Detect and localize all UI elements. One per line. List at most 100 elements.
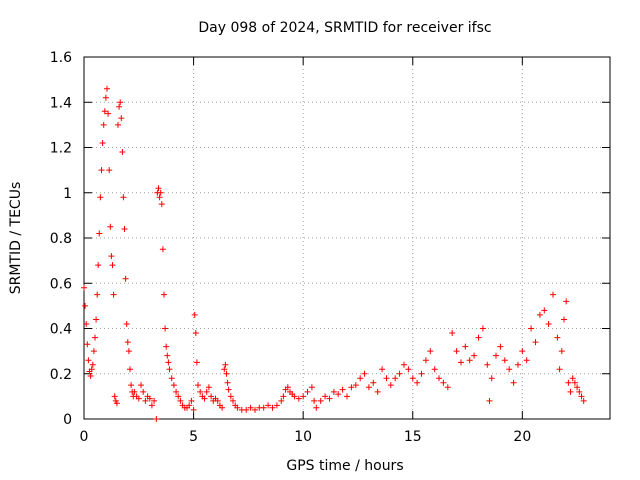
data-point (352, 382, 359, 389)
data-point (105, 110, 112, 117)
data-point (223, 370, 230, 377)
data-point (523, 357, 530, 364)
y-tick-label: 0 (63, 412, 72, 428)
data-point (122, 275, 129, 282)
data-point (556, 366, 563, 373)
data-point (125, 348, 132, 355)
data-point (317, 397, 324, 404)
data-point (102, 94, 109, 101)
data-point (265, 402, 272, 409)
data-point (140, 388, 147, 395)
data-point (554, 334, 561, 341)
data-point (479, 325, 486, 332)
data-point (475, 334, 482, 341)
data-point (166, 366, 173, 373)
data-point (113, 400, 120, 407)
data-point (191, 311, 198, 318)
y-tick-label: 1 (63, 186, 72, 202)
data-point (273, 402, 280, 409)
data-point (313, 404, 320, 411)
data-point (567, 388, 574, 395)
data-point (576, 388, 583, 395)
data-point (101, 108, 108, 115)
data-point (107, 223, 114, 230)
data-point (138, 382, 144, 389)
data-point (311, 397, 318, 404)
data-point (528, 325, 535, 332)
data-point (348, 384, 355, 391)
data-point (243, 406, 250, 413)
data-point (300, 393, 307, 400)
data-point (205, 384, 212, 391)
data-point (153, 416, 160, 422)
grid-lines (84, 57, 610, 419)
data-point (440, 379, 447, 386)
y-tick-label: 0.2 (50, 367, 72, 383)
data-point (392, 375, 399, 382)
data-point (227, 393, 234, 400)
data-point (96, 230, 103, 237)
data-point (186, 402, 193, 409)
data-point (121, 226, 128, 232)
data-point (284, 384, 291, 391)
data-point (148, 402, 155, 409)
data-point (234, 404, 241, 411)
data-point (260, 404, 267, 411)
data-point (164, 352, 171, 359)
data-point (536, 311, 543, 318)
data-point (98, 167, 105, 174)
data-point (162, 325, 169, 332)
data-point (462, 343, 469, 350)
x-tick-label: 20 (513, 429, 531, 445)
data-point (414, 379, 421, 386)
x-tick-label: 5 (189, 429, 198, 445)
y-tick-label: 1.4 (50, 95, 72, 111)
data-point (197, 388, 204, 395)
data-point (165, 359, 172, 366)
data-point (370, 379, 377, 386)
data-point (188, 397, 195, 404)
data-point (561, 316, 567, 323)
data-point (252, 406, 258, 413)
data-point (510, 379, 517, 386)
data-point (175, 393, 182, 400)
data-point (159, 246, 166, 253)
data-point (222, 361, 229, 368)
data-point (374, 388, 381, 395)
data-point (409, 375, 416, 382)
data-point (269, 404, 276, 411)
data-point (81, 284, 87, 291)
data-point (106, 167, 113, 174)
data-point (466, 357, 473, 364)
data-point (335, 391, 342, 398)
data-point (497, 343, 504, 350)
data-point (278, 397, 285, 404)
data-point (225, 386, 232, 393)
data-point (247, 404, 254, 411)
data-point (506, 366, 513, 373)
data-point (458, 359, 464, 366)
data-point (422, 357, 429, 364)
data-point (339, 386, 346, 393)
data-point (87, 373, 94, 379)
data-point (493, 352, 499, 359)
data-point (124, 339, 131, 346)
data-point (161, 291, 167, 298)
data-point (111, 393, 118, 400)
data-point (280, 393, 287, 400)
data-point (295, 395, 302, 402)
data-point (449, 330, 456, 336)
data-point (142, 397, 149, 404)
data-point (82, 302, 89, 309)
data-point (208, 393, 215, 400)
data-point (541, 307, 548, 314)
data-point (109, 262, 116, 269)
data-point (563, 298, 570, 305)
data-point (326, 395, 333, 402)
data-point (94, 291, 101, 298)
data-point (116, 103, 123, 110)
y-tick-label: 0.6 (50, 276, 72, 292)
data-point (177, 397, 184, 404)
data-point (550, 291, 556, 298)
data-point (108, 253, 115, 260)
